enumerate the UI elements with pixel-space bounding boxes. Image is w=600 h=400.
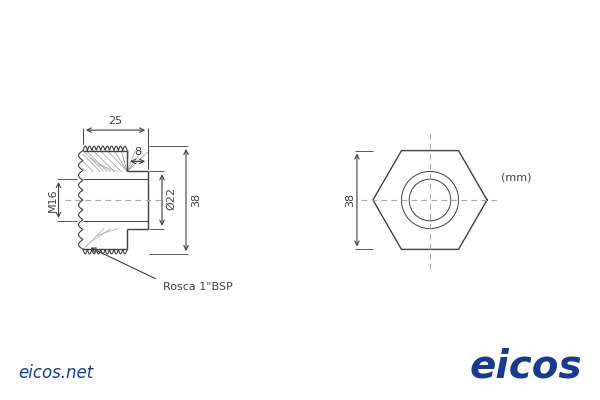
Text: Ø22: Ø22 [166, 186, 176, 210]
Text: (mm): (mm) [501, 173, 532, 183]
Text: M16: M16 [47, 188, 58, 212]
Text: eicos.net: eicos.net [18, 364, 93, 382]
Text: 38: 38 [191, 193, 201, 207]
Text: 25: 25 [109, 116, 122, 126]
Text: 38: 38 [345, 193, 355, 207]
Text: Rosca 1"BSP: Rosca 1"BSP [163, 282, 233, 292]
Text: eicos: eicos [469, 347, 582, 385]
Text: 8: 8 [134, 148, 141, 157]
